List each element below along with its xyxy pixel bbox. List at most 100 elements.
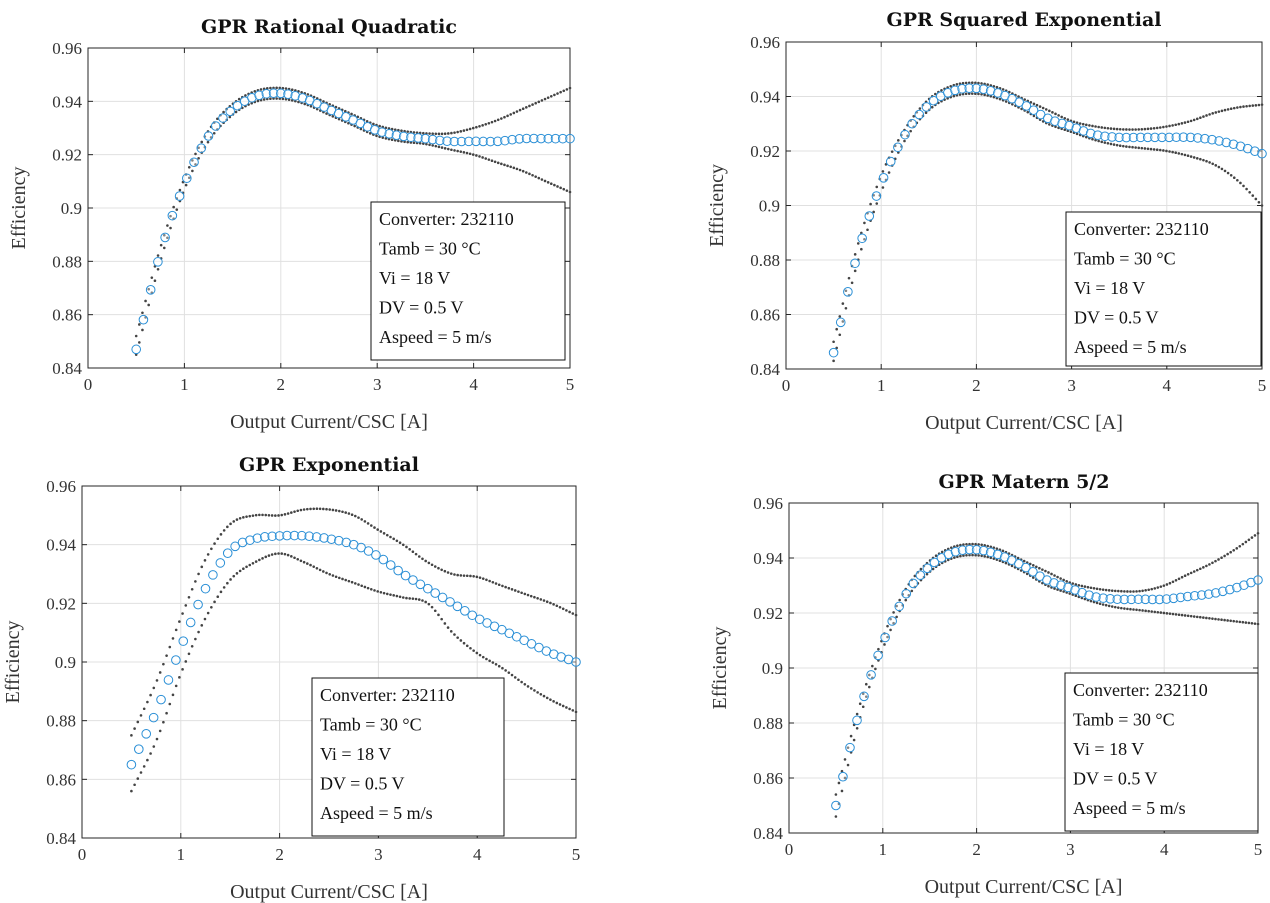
mean-point: [1218, 586, 1228, 597]
y-tick-label: 0.92: [52, 146, 82, 165]
mean-point: [1114, 132, 1124, 143]
bound-point: [309, 105, 313, 108]
annotation-line: Aspeed = 5 m/s: [1074, 337, 1187, 357]
bound-point: [437, 132, 441, 136]
mean-point: [1175, 592, 1186, 603]
bound-point: [1214, 617, 1217, 621]
mean-point: [437, 592, 448, 603]
mean-point: [232, 100, 243, 111]
bound-point: [998, 559, 1002, 562]
bound-point: [1195, 117, 1199, 121]
bound-point: [353, 124, 356, 128]
mean-point: [1064, 120, 1075, 131]
bound-point: [989, 84, 993, 87]
mean-point: [406, 132, 416, 143]
bound-point: [156, 267, 160, 271]
bound-point: [153, 279, 157, 283]
bound-point: [866, 228, 869, 232]
annotation-box: Converter: 232110 Tamb = 30 °C Vi = 18 V DV…: [370, 201, 566, 361]
mean-point: [1107, 132, 1117, 142]
bound-point: [834, 815, 838, 818]
bound-point: [1223, 618, 1226, 622]
bound-point: [967, 81, 971, 85]
mean-point: [1112, 594, 1123, 605]
bound-point: [393, 128, 397, 131]
bound-point: [872, 193, 875, 197]
bound-point: [155, 679, 159, 682]
bound-point: [428, 143, 431, 147]
bound-point: [1229, 550, 1232, 554]
y-tick-label: 0.88: [750, 251, 780, 270]
mean-point: [850, 258, 860, 269]
mean-point: [1091, 592, 1101, 602]
mean-point: [1250, 146, 1260, 156]
bound-point: [526, 685, 530, 688]
bound-point: [1143, 147, 1147, 150]
mean-point: [978, 545, 989, 556]
bound-point: [168, 645, 172, 649]
bound-point: [497, 664, 501, 668]
mean-point: [290, 90, 301, 101]
bound-point: [1091, 137, 1094, 141]
bound-point: [892, 611, 895, 614]
annotation-line: DV = 0.5 V: [320, 774, 405, 794]
bound-point: [534, 101, 537, 105]
bound-point: [1128, 145, 1131, 149]
annotation-line: Converter: 232110: [379, 209, 514, 229]
bound-point: [1083, 585, 1087, 588]
bound-point: [1211, 617, 1214, 620]
bound-point: [462, 641, 466, 645]
bound-point: [312, 507, 316, 511]
bound-point: [1174, 123, 1178, 127]
bound-point: [1156, 610, 1160, 614]
bound-point: [844, 306, 848, 310]
x-tick-label: 3: [374, 845, 383, 864]
bound-point: [475, 651, 479, 655]
bound-point: [478, 124, 481, 128]
bound-point: [256, 99, 260, 103]
bound-point: [384, 126, 388, 130]
mean-point: [887, 616, 897, 626]
bound-point: [459, 639, 463, 642]
mean-point: [915, 570, 926, 581]
mean-point: [871, 191, 882, 201]
y-tick-label: 0.96: [52, 39, 82, 58]
bound-point: [855, 727, 859, 730]
bound-point: [1245, 104, 1248, 108]
bound-point: [1226, 619, 1229, 622]
bound-point: [296, 509, 300, 513]
bound-point: [421, 557, 424, 561]
bound-point: [1195, 568, 1199, 572]
bound-point: [427, 561, 431, 565]
bound-point: [453, 633, 456, 636]
bound-point: [1054, 112, 1057, 116]
bound-point: [284, 87, 288, 90]
bound-point: [1254, 104, 1258, 107]
bound-point: [401, 596, 405, 599]
bound-point: [962, 543, 965, 546]
bound-point: [245, 565, 248, 569]
bound-point: [459, 130, 463, 133]
bound-point: [1074, 594, 1078, 598]
bound-point: [210, 547, 213, 551]
mean-point: [268, 88, 279, 99]
bound-point: [194, 163, 197, 166]
bound-point: [515, 110, 519, 113]
mean-point: [1232, 582, 1242, 593]
mean-point: [171, 655, 181, 665]
bound-point: [1125, 128, 1128, 131]
x-tick-label: 1: [879, 840, 888, 859]
bound-point: [1171, 124, 1174, 127]
mean-point: [222, 548, 233, 558]
bound-point: [178, 676, 181, 679]
bound-point: [958, 93, 962, 96]
bound-point: [366, 522, 370, 525]
bound-point: [1238, 620, 1242, 624]
bound-point: [490, 120, 494, 124]
bound-point: [1141, 589, 1144, 593]
mean-point: [283, 89, 293, 99]
bound-point: [1026, 110, 1030, 114]
bound-point: [244, 94, 247, 97]
annotation-line: Aspeed = 5 m/s: [379, 327, 492, 347]
bound-point: [890, 150, 894, 153]
